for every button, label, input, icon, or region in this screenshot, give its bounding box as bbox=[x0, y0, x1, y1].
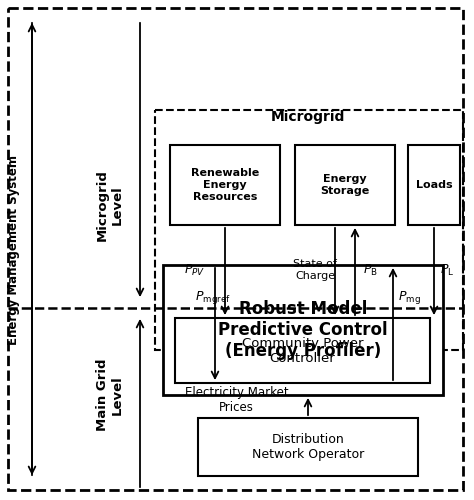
Text: $P_{\mathrm{B}}$: $P_{\mathrm{B}}$ bbox=[363, 262, 377, 278]
Bar bbox=[155, 110, 463, 350]
Bar bbox=[198, 418, 418, 476]
Text: $P_{\mathrm{mg}}$: $P_{\mathrm{mg}}$ bbox=[398, 288, 421, 306]
Text: $P_{\mathrm{L}}$: $P_{\mathrm{L}}$ bbox=[440, 262, 454, 278]
Bar bbox=[175, 318, 430, 383]
Text: Distribution
Network Operator: Distribution Network Operator bbox=[252, 433, 364, 461]
Text: Renewable
Energy
Resources: Renewable Energy Resources bbox=[191, 168, 259, 202]
Bar bbox=[170, 145, 280, 225]
Text: Energy
Storage: Energy Storage bbox=[320, 174, 370, 196]
Text: Community Power
Controller: Community Power Controller bbox=[242, 336, 363, 364]
Bar bbox=[408, 145, 460, 225]
Text: $P_{\mathrm{mgref}}$: $P_{\mathrm{mgref}}$ bbox=[195, 288, 231, 306]
Text: Main Grid
Level: Main Grid Level bbox=[96, 359, 124, 431]
Bar bbox=[163, 265, 443, 395]
Text: Microgrid: Microgrid bbox=[271, 110, 345, 124]
Text: Robust Model
Predictive Control
(Energy Profiler): Robust Model Predictive Control (Energy … bbox=[218, 300, 388, 360]
Text: State of
Charge: State of Charge bbox=[293, 259, 337, 281]
Text: Loads: Loads bbox=[416, 180, 452, 190]
Text: Electricity Market
Prices: Electricity Market Prices bbox=[185, 386, 289, 414]
Bar bbox=[295, 145, 395, 225]
Text: $P_{PV}$: $P_{PV}$ bbox=[184, 262, 206, 278]
Text: Energy Management System: Energy Management System bbox=[8, 155, 20, 345]
Text: Microgrid
Level: Microgrid Level bbox=[96, 169, 124, 241]
